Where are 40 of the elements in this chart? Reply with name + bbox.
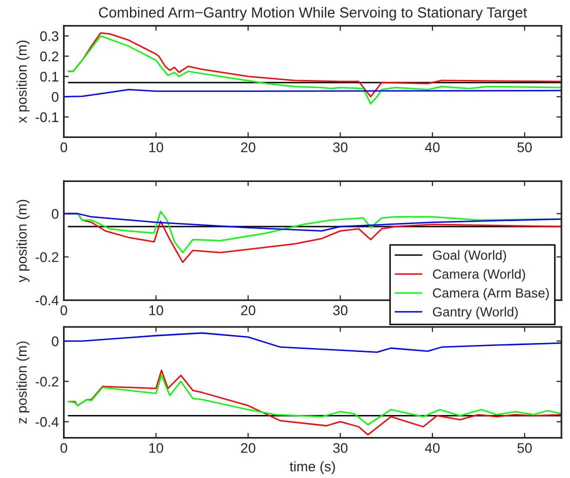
y-tick-label: -0.1 bbox=[36, 112, 58, 122]
y-tick-label: 0.3 bbox=[40, 31, 58, 42]
y-axis-title: x position (m) bbox=[16, 40, 30, 124]
x-tick-label: 30 bbox=[333, 305, 348, 316]
legend-label: Camera (Arm Base) bbox=[432, 288, 549, 300]
line-series bbox=[64, 212, 562, 232]
y-tick-label: -0.2 bbox=[36, 252, 58, 262]
x-tick-label: 0 bbox=[60, 142, 68, 152]
line-series bbox=[64, 88, 562, 98]
y-tick-label: 0 bbox=[52, 336, 58, 346]
x-axis-title: time (s) bbox=[290, 461, 335, 474]
line-series bbox=[64, 332, 562, 353]
y-tick-label: -0.2 bbox=[36, 376, 58, 387]
chart-title: Combined Arm−Gantry Motion While Servoing to Stationary Target bbox=[98, 6, 528, 21]
y-axis-title: y position (m) bbox=[16, 200, 30, 282]
line-series bbox=[68, 374, 562, 426]
x-tick-label: 30 bbox=[333, 142, 348, 152]
x-tick-label: 10 bbox=[149, 305, 164, 316]
x-tick-label: 20 bbox=[241, 142, 256, 152]
y-tick-label: 0 bbox=[52, 208, 58, 219]
y-tick-label: 0.2 bbox=[40, 52, 58, 62]
x-tick-label: 50 bbox=[517, 443, 532, 453]
x-tick-label: 10 bbox=[149, 142, 164, 152]
y-tick-label: -0.4 bbox=[36, 417, 59, 427]
x-tick-label: 20 bbox=[241, 305, 256, 316]
x-tick-label: 30 bbox=[333, 443, 348, 453]
x-tick-label: 40 bbox=[425, 142, 440, 152]
x-tick-label: 40 bbox=[425, 443, 440, 453]
y-tick-label: -0.4 bbox=[36, 296, 59, 306]
y-tick-label: 0.1 bbox=[40, 72, 58, 82]
legend-label: Goal (World) bbox=[432, 250, 506, 262]
legend-label: Camera (World) bbox=[432, 269, 526, 282]
x-tick-label: 20 bbox=[241, 443, 256, 453]
y-tick-label: 0 bbox=[52, 92, 58, 102]
x-tick-label: 10 bbox=[149, 443, 164, 453]
x-tick-label: 0 bbox=[60, 305, 68, 316]
legend-label: Gantry (World) bbox=[432, 306, 518, 320]
x-tick-label: 50 bbox=[517, 142, 532, 152]
y-axis-title: z position (m) bbox=[16, 342, 30, 424]
x-tick-label: 0 bbox=[60, 443, 68, 453]
